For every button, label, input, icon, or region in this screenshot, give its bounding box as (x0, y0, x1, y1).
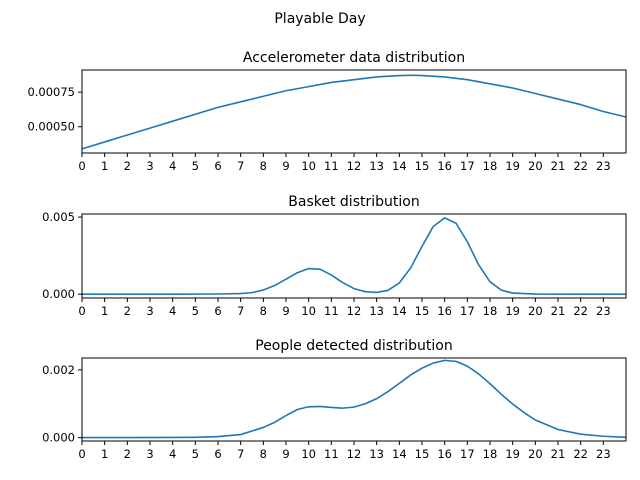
basket-x-tick-label: 9 (282, 304, 289, 318)
people-x-tick-label: 23 (596, 447, 611, 461)
people-axes-frame (81, 357, 627, 442)
accelerometer-x-tick-label: 4 (169, 159, 176, 173)
basket-x-tick-label: 12 (347, 304, 362, 318)
people-x-tick-label: 5 (192, 447, 199, 461)
people-series-line-0 (82, 359, 627, 439)
basket-x-tick-label: 14 (392, 304, 407, 318)
people-y-tick-label: 0.000 (42, 431, 75, 445)
basket-title: Basket distribution (288, 194, 419, 210)
basket-x-tick-label: 16 (437, 304, 452, 318)
accelerometer-x-tick-label: 3 (146, 159, 153, 173)
people-y-tick-label: 0.002 (42, 363, 75, 377)
people-x-tick-label: 22 (573, 447, 588, 461)
accelerometer-x-tick-label: 9 (282, 159, 289, 173)
accelerometer-x-tick-label: 18 (483, 159, 498, 173)
accelerometer-x-tick-label: 7 (237, 159, 244, 173)
basket-x-tick-label: 5 (192, 304, 199, 318)
people-x-tick-label: 0 (78, 447, 85, 461)
people-x-tick-label: 14 (392, 447, 407, 461)
accelerometer-x-tick-label: 22 (573, 159, 588, 173)
people-x-tick-label: 9 (282, 447, 289, 461)
people-x-tick-label: 3 (146, 447, 153, 461)
people-x-tick-label: 17 (460, 447, 475, 461)
basket-x-tick-label: 11 (324, 304, 339, 318)
people-x-tick-label: 1 (101, 447, 108, 461)
basket-x-tick-label: 17 (460, 304, 475, 318)
people-x-tick-label: 15 (415, 447, 430, 461)
accelerometer-x-tick-label: 8 (260, 159, 267, 173)
accelerometer-x-tick-label: 23 (596, 159, 611, 173)
accelerometer-y-tick-label: 0.00050 (27, 120, 75, 134)
accelerometer-x-tick-label: 6 (214, 159, 221, 173)
people-x-tick-label: 7 (237, 447, 244, 461)
accelerometer-x-tick-label: 17 (460, 159, 475, 173)
basket-x-tick-label: 18 (483, 304, 498, 318)
people-x-tick-label: 21 (551, 447, 566, 461)
accelerometer-x-tick-label: 16 (437, 159, 452, 173)
people-x-tick-label: 6 (214, 447, 221, 461)
accelerometer-x-tick-label: 15 (415, 159, 430, 173)
accelerometer-x-tick-label: 0 (78, 159, 85, 173)
people-x-tick-label: 10 (301, 447, 316, 461)
accelerometer-series-line-0 (81, 74, 627, 150)
accelerometer-axes-frame (81, 69, 627, 154)
accelerometer-x-tick-label: 2 (124, 159, 131, 173)
basket-x-tick-label: 2 (124, 304, 131, 318)
people-x-tick-label: 11 (324, 447, 339, 461)
people-title: People detected distribution (255, 338, 452, 354)
accelerometer-x-tick-label: 20 (528, 159, 543, 173)
basket-x-tick-label: 10 (301, 304, 316, 318)
basket-y-tick-label: 0.000 (42, 287, 75, 301)
accelerometer-title: Accelerometer data distribution (243, 50, 465, 66)
basket-x-tick-label: 0 (78, 304, 85, 318)
basket-x-tick-label: 19 (505, 304, 520, 318)
people-x-tick-label: 20 (528, 447, 543, 461)
accelerometer-x-tick-label: 21 (551, 159, 566, 173)
basket-series-line-0 (82, 217, 626, 295)
accelerometer-x-tick-label: 19 (505, 159, 520, 173)
accelerometer-x-tick-label: 13 (369, 159, 384, 173)
people-x-tick-label: 19 (505, 447, 520, 461)
basket-x-tick-label: 6 (214, 304, 221, 318)
people-x-tick-label: 16 (437, 447, 452, 461)
people-x-tick-label: 2 (124, 447, 131, 461)
basket-x-tick-label: 3 (146, 304, 153, 318)
basket-x-tick-label: 20 (528, 304, 543, 318)
basket-x-tick-label: 22 (573, 304, 588, 318)
basket-x-tick-label: 13 (369, 304, 384, 318)
people-x-tick-label: 13 (369, 447, 384, 461)
basket-y-tick-label: 0.005 (42, 210, 75, 224)
accelerometer-x-tick-label: 12 (347, 159, 362, 173)
figure-suptitle: Playable Day (274, 11, 365, 27)
basket-x-tick-label: 1 (101, 304, 108, 318)
accelerometer-x-tick-label: 11 (324, 159, 339, 173)
people-x-tick-label: 8 (260, 447, 267, 461)
people-x-tick-label: 12 (347, 447, 362, 461)
accelerometer-x-tick-label: 14 (392, 159, 407, 173)
basket-x-tick-label: 8 (260, 304, 267, 318)
people-x-tick-label: 4 (169, 447, 176, 461)
accelerometer-y-tick-label: 0.00075 (27, 85, 75, 99)
basket-axes-frame (81, 213, 627, 299)
accelerometer-x-tick-label: 5 (192, 159, 199, 173)
basket-x-tick-label: 23 (596, 304, 611, 318)
accelerometer-x-tick-label: 10 (301, 159, 316, 173)
basket-x-tick-label: 21 (551, 304, 566, 318)
basket-x-tick-label: 4 (169, 304, 176, 318)
basket-x-tick-label: 7 (237, 304, 244, 318)
basket-x-tick-label: 15 (415, 304, 430, 318)
people-x-tick-label: 18 (483, 447, 498, 461)
accelerometer-x-tick-label: 1 (101, 159, 108, 173)
